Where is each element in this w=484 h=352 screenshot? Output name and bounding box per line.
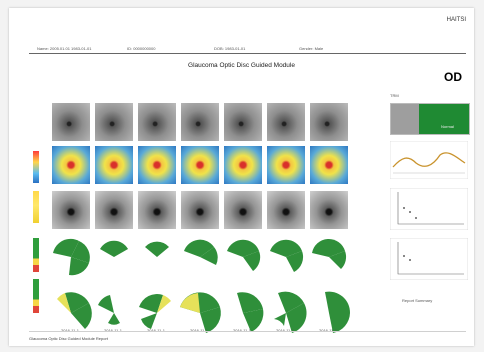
fundus-image-3: [138, 103, 176, 141]
fundus-image-7: [310, 103, 348, 141]
header-field-patient: Name: 2005.01.01 1983-01-01: [37, 46, 92, 51]
visit-date-3: 2016-11-1: [147, 328, 165, 333]
visit-grid: [52, 103, 352, 343]
fundus-image-4: [181, 103, 219, 141]
sector-chart-3: [145, 241, 169, 257]
clock-chart-4: [180, 292, 221, 333]
thickness-map-4: [181, 146, 219, 184]
visit-date-2: 2016-11-1: [104, 328, 122, 333]
header-field-gender: Gender: Male: [299, 46, 324, 51]
thickness-map-3: [138, 146, 176, 184]
clock-charts-row: [57, 291, 351, 333]
thickness-map-6: [267, 146, 305, 184]
deviation-image-2: [95, 191, 133, 229]
header-divider: [29, 53, 466, 54]
brand-label: HAITSI: [446, 17, 466, 23]
sector-chart-6: [270, 239, 304, 272]
sector-charts-row: [53, 238, 347, 276]
footer-text: Glaucoma Optic Disc Guided Module Report: [29, 336, 108, 341]
visit-date-4: 2016-11-1: [190, 328, 208, 333]
visit-date-5: 2016-11-1: [233, 328, 251, 333]
deviation-image-1: [52, 191, 90, 229]
clock-chart-7: [325, 291, 351, 333]
report-title: Glaucoma Optic Disc Guided Module: [188, 62, 295, 69]
sector-scale: [33, 238, 39, 272]
clock-chart-6: [274, 291, 307, 333]
visit-date-6: 2016-11-1: [276, 328, 294, 333]
clock-scale: [33, 279, 39, 313]
header-field-id: ID: 0000000000: [127, 46, 156, 51]
fundus-image-5: [224, 103, 262, 141]
report-sheet: HAITSI Name: 2005.01.01 1983-01-01 ID: 0…: [9, 8, 474, 346]
right-panel-label: TRM: [390, 93, 399, 98]
deviation-image-6: [267, 191, 305, 229]
fundus-image-1: [52, 103, 90, 141]
thickness-map-7: [310, 146, 348, 184]
sector-chart-4: [184, 239, 218, 265]
deviation-image-5: [224, 191, 262, 229]
sector-chart-5: [227, 239, 261, 271]
right-panel-note: Report Summary: [402, 298, 433, 303]
deviation-image-7: [310, 191, 348, 229]
deviation-image-4: [181, 191, 219, 229]
thickness-map-2: [95, 146, 133, 184]
sector-chart-2: [100, 240, 128, 257]
sector-chart-7: [312, 238, 347, 269]
summary-map-text: Normal: [441, 124, 454, 129]
fundus-image-6: [267, 103, 305, 141]
clock-chart-1: [57, 292, 92, 329]
clock-chart-2: [98, 295, 120, 325]
header-field-dob: DOB: 1983-01-01: [214, 46, 246, 51]
visit-date-7: 2016-11-1: [319, 328, 337, 333]
footer-divider: [29, 331, 466, 332]
summary-map: Normal: [390, 103, 470, 135]
deviation-image-3: [138, 191, 176, 229]
thickness-scale: [33, 151, 39, 183]
visit-date-1: 2016-11-1: [61, 328, 79, 333]
deviation-scale: [33, 191, 39, 223]
trend-chart-1: [390, 188, 468, 230]
profile-chart: [390, 141, 468, 179]
sector-chart-1: [53, 238, 90, 276]
eye-label: OD: [444, 70, 462, 84]
clock-chart-5: [237, 292, 264, 332]
clock-chart-3: [139, 294, 171, 329]
trend-chart-2: [390, 238, 468, 280]
thickness-map-1: [52, 146, 90, 184]
fundus-image-2: [95, 103, 133, 141]
left-color-scales: [33, 103, 43, 338]
thickness-map-5: [224, 146, 262, 184]
